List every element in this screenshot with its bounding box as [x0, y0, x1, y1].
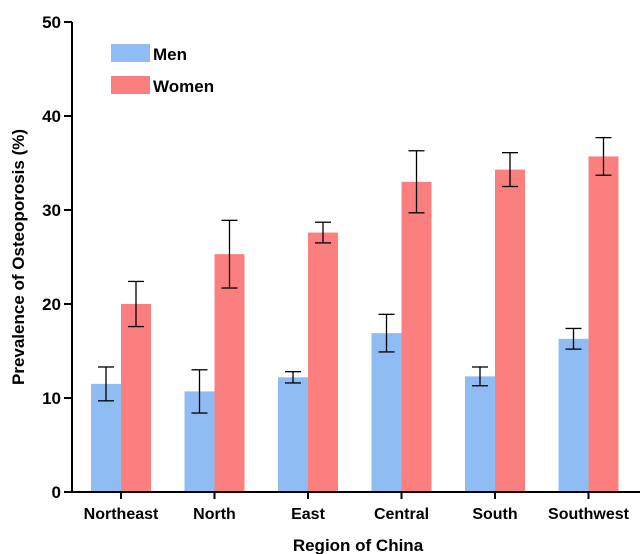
x-axis-label: Region of China — [293, 536, 424, 554]
x-tick-label: South — [472, 506, 517, 523]
legend-label-men: Men — [153, 45, 187, 64]
x-tick-label: Northeast — [84, 506, 159, 523]
bar-men-central — [371, 333, 402, 492]
bar-women-south — [495, 169, 525, 492]
legend-swatch-women — [111, 76, 150, 94]
x-tick-label: Central — [374, 506, 429, 523]
bars-layer — [91, 156, 619, 493]
bar-women-northeast — [121, 304, 151, 492]
bar-women-east — [308, 232, 338, 492]
y-tick-label: 40 — [42, 107, 61, 126]
x-tick-label: Southwest — [548, 506, 630, 523]
axes-layer — [71, 22, 640, 493]
y-tick-label: 50 — [42, 13, 61, 32]
y-tick-label: 30 — [42, 201, 61, 220]
bar-women-southwest — [588, 156, 619, 493]
error-bars-layer — [98, 136, 612, 414]
y-ticks-layer: 0 10 20 30 40 50 — [42, 13, 72, 502]
bar-women-central — [401, 181, 432, 493]
y-tick-label: 20 — [42, 295, 61, 314]
y-tick-label: 10 — [42, 389, 61, 408]
bar-women-north — [214, 254, 245, 492]
legend-swatch-men — [111, 44, 150, 62]
y-axis-label: Prevalence of Osteoporosis (%) — [9, 129, 28, 385]
bar-men-east — [278, 377, 308, 492]
legend-label-women: Women — [153, 77, 214, 96]
legend: Men Women — [111, 44, 214, 96]
x-tick-label: North — [193, 506, 236, 523]
bar-men-northeast — [91, 383, 121, 492]
x-ticks-layer: Northeast North East Central South Southwest — [84, 492, 630, 523]
bar-men-south — [465, 376, 495, 492]
x-tick-label: East — [291, 506, 325, 523]
bar-men-southwest — [558, 338, 589, 492]
y-tick-label: 0 — [52, 483, 61, 502]
